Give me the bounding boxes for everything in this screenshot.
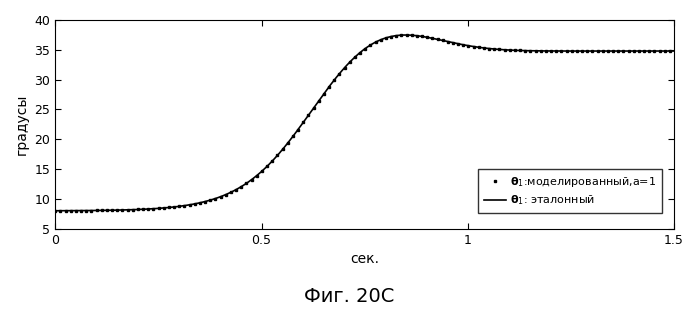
$\mathbf{\theta}_1$:моделированный,a=1: [161, 206, 169, 210]
$\mathbf{\theta}_1$:моделированный,a=1: [331, 77, 340, 81]
Y-axis label: градусы: градусы: [15, 94, 29, 155]
$\mathbf{\theta}_1$:моделированный,a=1: [518, 49, 526, 53]
Legend: $\mathbf{\theta}_1$:моделированный,a=1, $\mathbf{\theta}_1$: эталонный: $\mathbf{\theta}_1$:моделированный,a=1, …: [478, 169, 663, 213]
$\mathbf{\theta}_1$:моделированный,a=1: [210, 197, 219, 201]
$\mathbf{\theta}_1$: эталонный: (0.265, 8.5): эталонный: (0.265, 8.5): [161, 206, 169, 210]
$\mathbf{\theta}_1$: эталонный: (0.386, 10): эталонный: (0.386, 10): [210, 197, 219, 201]
Line: $\mathbf{\theta}_1$: эталонный: $\mathbf{\theta}_1$: эталонный: [55, 35, 674, 211]
Line: $\mathbf{\theta}_1$:моделированный,a=1: $\mathbf{\theta}_1$:моделированный,a=1: [54, 34, 675, 212]
$\mathbf{\theta}_1$: эталонный: (1.13, 34.9): эталонный: (1.13, 34.9): [518, 49, 526, 53]
$\mathbf{\theta}_1$:моделированный,a=1: [417, 34, 425, 38]
$\mathbf{\theta}_1$:моделированный,a=1: [466, 44, 474, 48]
$\mathbf{\theta}_1$:моделированный,a=1: [51, 209, 59, 213]
$\mathbf{\theta}_1$: эталонный: (0.849, 37.5): эталонный: (0.849, 37.5): [401, 33, 410, 37]
X-axis label: сек.: сек.: [350, 252, 379, 266]
$\mathbf{\theta}_1$:моделированный,a=1: [670, 49, 678, 53]
$\mathbf{\theta}_1$: эталонный: (0.886, 37.3): эталонный: (0.886, 37.3): [417, 34, 425, 38]
$\mathbf{\theta}_1$: эталонный: (0.679, 30.1): эталонный: (0.679, 30.1): [331, 77, 340, 81]
Text: Фиг. 20С: Фиг. 20С: [304, 287, 395, 306]
$\mathbf{\theta}_1$: эталонный: (0, 8.02): эталонный: (0, 8.02): [51, 209, 59, 213]
$\mathbf{\theta}_1$: эталонный: (1.5, 34.8): эталонный: (1.5, 34.8): [670, 49, 678, 53]
$\mathbf{\theta}_1$:моделированный,a=1: [401, 33, 410, 37]
$\mathbf{\theta}_1$: эталонный: (1, 35.7): эталонный: (1, 35.7): [466, 44, 474, 48]
